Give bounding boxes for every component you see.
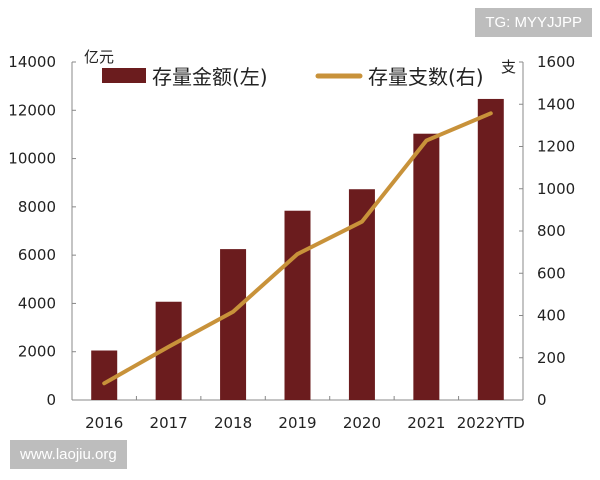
right-tick-label: 400 — [537, 307, 566, 325]
right-tick-label: 1200 — [537, 138, 575, 156]
right-tick-label: 200 — [537, 349, 566, 367]
right-tick-label: 1000 — [537, 180, 575, 198]
left-tick-label: 4000 — [18, 294, 56, 312]
x-tick-label: 2018 — [214, 414, 252, 432]
legend-bar-swatch — [102, 68, 146, 83]
right-tick-label: 1600 — [537, 53, 575, 71]
left-tick-label: 10000 — [8, 150, 56, 168]
right-tick-label: 1400 — [537, 95, 575, 113]
right-tick-label: 600 — [537, 264, 566, 282]
x-tick-label: 2021 — [407, 414, 445, 432]
left-tick-label: 8000 — [18, 198, 56, 216]
left-tick-label: 2000 — [18, 343, 56, 361]
legend-line-label: 存量支数(右) — [368, 65, 484, 89]
x-tick-label: 2022YTD — [457, 414, 525, 432]
x-tick-label: 2020 — [343, 414, 381, 432]
x-tick-label: 2017 — [150, 414, 188, 432]
right-tick-label: 800 — [537, 222, 566, 240]
bar — [413, 133, 440, 400]
right-tick-label: 0 — [537, 391, 547, 409]
bar — [220, 249, 247, 400]
left-tick-label: 14000 — [8, 53, 56, 71]
left-tick-label: 6000 — [18, 246, 56, 264]
x-tick-label: 2019 — [278, 414, 316, 432]
bar — [91, 350, 118, 400]
right-axis-label: 支 — [501, 58, 516, 76]
legend-bar-label: 存量金额(左) — [152, 65, 268, 89]
bar — [477, 98, 504, 400]
x-tick-label: 2016 — [85, 414, 123, 432]
watermark-top: TG: MYYJJPP — [475, 8, 592, 37]
watermark-bottom: www.laojiu.org — [10, 440, 127, 469]
left-tick-label: 0 — [46, 391, 56, 409]
bar — [284, 210, 311, 400]
left-tick-label: 12000 — [8, 101, 56, 119]
left-axis-label: 亿元 — [84, 48, 114, 66]
